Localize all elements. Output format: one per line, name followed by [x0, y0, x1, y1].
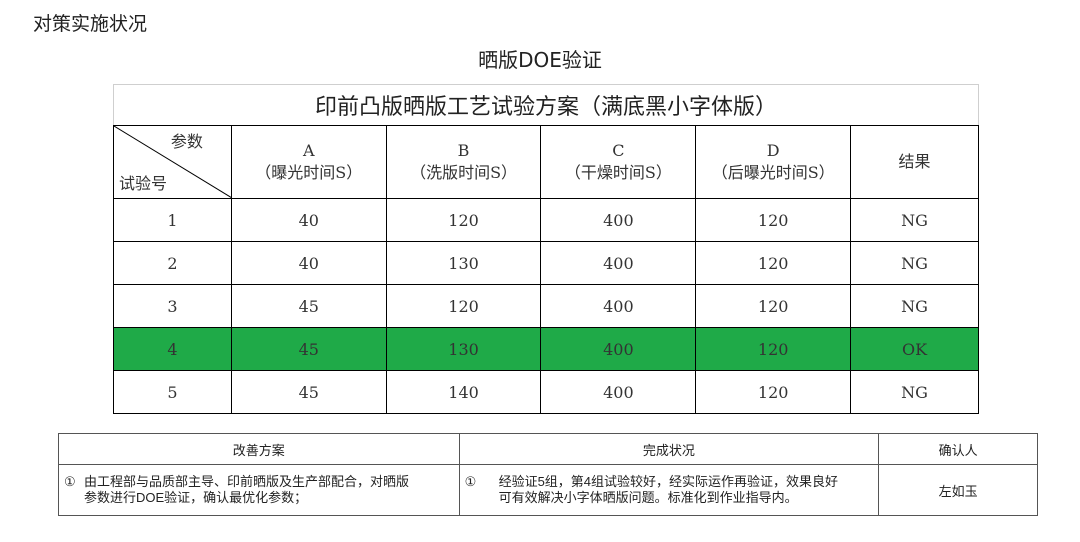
param-label: 参数: [170, 132, 203, 151]
col-letter: B: [457, 141, 470, 160]
section-title: 晒版DOE验证: [478, 48, 602, 72]
value-d-cell: 120: [695, 370, 852, 414]
value-d-cell: 120: [695, 198, 852, 242]
completion-status-cell: ① 经验证5组，第4组试验较好，经实际运作再验证，效果良好 可有效解决小字体晒版…: [458, 464, 880, 516]
value-b-cell: 140: [385, 370, 542, 414]
value-d-cell: 120: [695, 241, 852, 285]
summary-table: 改善方案 完成状况 确认人 ① 由工程部与品质部主导、印前晒版及生产部配合，对晒…: [58, 433, 1038, 516]
col-header-result: 结果: [850, 125, 979, 199]
col-header-a: A （曝光时间S）: [230, 125, 387, 199]
value-a-cell: 45: [230, 370, 387, 414]
col-header-c: C （干燥时间S）: [540, 125, 697, 199]
result-cell: OK: [850, 327, 979, 371]
value-b-cell: 130: [385, 327, 542, 371]
col-header-b: B （洗版时间S）: [385, 125, 542, 199]
value-b-cell: 120: [385, 284, 542, 328]
improvement-text-line: 参数进行DOE验证，确认最优化参数；: [84, 490, 308, 505]
table-row: 3 45 120 400 120 NG: [113, 284, 979, 328]
trial-no-cell: 3: [113, 284, 232, 328]
col-desc: （干燥时间S）: [564, 163, 672, 182]
status-text-line: 经验证5组，第4组试验较好，经实际运作再验证，效果良好: [498, 474, 839, 489]
confirmer-header: 确认人: [878, 433, 1038, 465]
value-c-cell: 400: [540, 198, 697, 242]
trial-no-cell: 5: [113, 370, 232, 414]
value-c-cell: 400: [540, 370, 697, 414]
col-desc: （曝光时间S）: [255, 163, 363, 182]
page-heading: 对策实施状况: [33, 13, 148, 35]
table-row-highlighted: 4 45 130 400 120 OK: [113, 327, 979, 371]
result-cell: NG: [850, 284, 979, 328]
value-d-cell: 120: [695, 327, 852, 371]
col-header-d: D （后曝光时间S）: [695, 125, 852, 199]
trial-no-cell: 2: [113, 241, 232, 285]
completion-status-header: 完成状况: [458, 433, 880, 465]
col-letter: C: [612, 141, 625, 160]
value-a-cell: 45: [230, 327, 387, 371]
confirmer-cell: 左如玉: [878, 464, 1038, 516]
diagonal-line: [114, 126, 232, 198]
result-cell: NG: [850, 198, 979, 242]
value-b-cell: 130: [385, 241, 542, 285]
trial-no-cell: 1: [113, 198, 232, 242]
table-row: 2 40 130 400 120 NG: [113, 241, 979, 285]
value-a-cell: 40: [230, 241, 387, 285]
value-d-cell: 120: [695, 284, 852, 328]
improvement-plan-cell: ① 由工程部与品质部主导、印前晒版及生产部配合，对晒版 参数进行DOE验证，确认…: [58, 464, 460, 516]
value-c-cell: 400: [540, 241, 697, 285]
value-c-cell: 400: [540, 284, 697, 328]
value-a-cell: 45: [230, 284, 387, 328]
table-row: 5 45 140 400 120 NG: [113, 370, 979, 414]
result-cell: NG: [850, 241, 979, 285]
improvement-text-line: 由工程部与品质部主导、印前晒版及生产部配合，对晒版: [84, 474, 410, 489]
status-text-line: 可有效解决小字体晒版问题。标准化到作业指导内。: [498, 490, 798, 505]
doe-table: 印前凸版晒版工艺试验方案（满底黑小字体版） 参数 试验号 A （曝光时间S） B…: [113, 84, 979, 414]
value-c-cell: 400: [540, 327, 697, 371]
item-number: ①: [464, 474, 477, 489]
doe-table-title: 印前凸版晒版工艺试验方案（满底黑小字体版）: [113, 84, 979, 126]
trial-no-label: 试验号: [119, 174, 168, 193]
trial-no-cell: 4: [113, 327, 232, 371]
col-desc: （后曝光时间S）: [711, 163, 835, 182]
col-letter: A: [302, 141, 315, 160]
value-a-cell: 40: [230, 198, 387, 242]
table-row: 1 40 120 400 120 NG: [113, 198, 979, 242]
value-b-cell: 120: [385, 198, 542, 242]
improvement-plan-header: 改善方案: [58, 433, 460, 465]
col-letter: D: [766, 141, 780, 160]
result-cell: NG: [850, 370, 979, 414]
col-desc: （洗版时间S）: [410, 163, 518, 182]
item-number: ①: [64, 474, 76, 489]
diagonal-header-cell: 参数 试验号: [113, 125, 232, 199]
